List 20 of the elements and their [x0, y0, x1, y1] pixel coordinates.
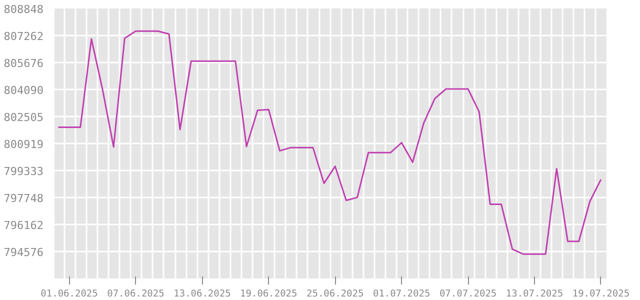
y-tick-label: 800919 — [4, 138, 44, 151]
y-tick-label: 804090 — [4, 84, 44, 98]
y-tick-label: 802505 — [4, 110, 44, 124]
y-tick-label: 808848 — [4, 3, 44, 16]
x-tick-label: 07.06.2025 — [107, 288, 164, 300]
x-tick-label: 25.06.2025 — [306, 288, 364, 300]
x-tick-label: 13.07.2025 — [506, 288, 564, 300]
x-tick-label: 01.06.2025 — [40, 288, 98, 300]
y-tick-label: 805676 — [4, 57, 44, 70]
y-tick-label: 796162 — [4, 218, 44, 232]
line-series — [57, 30, 602, 255]
x-tick-label: 01.07.2025 — [372, 288, 430, 300]
y-tick-label: 807262 — [4, 30, 44, 44]
y-tick-label: 797748 — [4, 192, 44, 205]
x-tick-label: 13.06.2025 — [174, 288, 231, 300]
x-tick-label: 19.07.2025 — [572, 288, 630, 300]
y-tick-label: 794576 — [4, 246, 44, 259]
x-tick-label: 07.07.2025 — [439, 288, 497, 300]
x-tick-label: 19.06.2025 — [240, 288, 298, 300]
y-tick-label: 799333 — [4, 165, 44, 178]
